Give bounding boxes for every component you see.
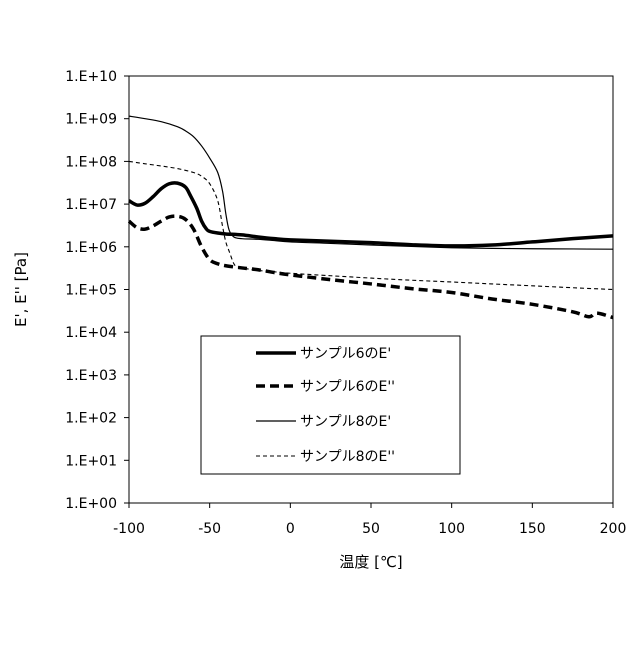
y-tick-label: 1.E+05: [65, 283, 117, 299]
y-tick-label: 1.E+03: [65, 368, 117, 384]
chart-svg: -100 -50 0 50 100 150 200 1.E+00 1.E+01 1.E+02 1.E…: [0, 0, 640, 640]
y-tick-label: 1.E+02: [65, 411, 117, 427]
y-tick-label: 1.E+10: [65, 69, 117, 85]
x-tick-label: 200: [600, 521, 627, 537]
x-tick-label: 150: [519, 521, 546, 537]
y-tick-label: 1.E+06: [65, 240, 117, 256]
x-tick-label: 50: [362, 521, 380, 537]
legend-label-2: サンプル6のE'': [300, 379, 395, 395]
x-tick-label: -50: [198, 521, 221, 537]
x-tick-label: 0: [286, 521, 295, 537]
legend-label-1: サンプル6のE': [300, 346, 391, 362]
legend-label-3: サンプル8のE': [300, 414, 391, 430]
series-line-2: [129, 216, 613, 318]
x-axis-title: 温度 [℃]: [339, 553, 402, 571]
y-tick-label: 1.E+08: [65, 154, 117, 170]
legend-label-4: サンプル8のE'': [300, 449, 395, 465]
y-tick-label: 1.E+04: [65, 325, 117, 341]
y-axis-title: E', E'' [Pa]: [12, 252, 30, 327]
y-tick-label: 1.E+07: [65, 197, 117, 213]
x-tick-label: -100: [113, 521, 145, 537]
series-line-1: [129, 183, 613, 246]
series-line-4: [129, 161, 613, 289]
chart-root: -100 -50 0 50 100 150 200 1.E+00 1.E+01 1.E+02 1.E…: [0, 0, 640, 640]
series-line-3: [129, 116, 613, 249]
legend: サンプル6のE' サンプル6のE'' サンプル8のE' サンプル8のE'': [201, 336, 460, 474]
y-tick-label: 1.E+09: [65, 112, 117, 128]
x-tick-label: 100: [438, 521, 465, 537]
y-tick-label: 1.E+00: [65, 496, 117, 512]
series-layer: [129, 116, 613, 317]
y-tick-label: 1.E+01: [65, 453, 117, 469]
